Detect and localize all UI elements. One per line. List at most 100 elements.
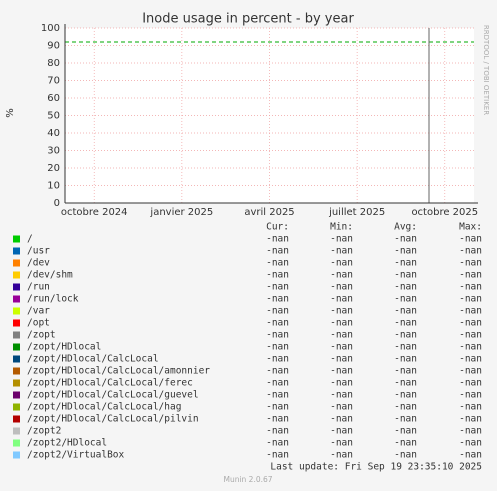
y-tick-label: 50 xyxy=(47,111,60,122)
legend-stat: -nan xyxy=(459,438,482,449)
legend-swatch xyxy=(13,415,20,423)
legend-stat: -nan xyxy=(330,390,353,401)
last-update: Last update: Fri Sep 19 23:35:10 2025 xyxy=(270,462,482,473)
legend-swatch xyxy=(13,319,20,327)
legend-stat: -nan xyxy=(266,354,289,365)
legend-stat: -nan xyxy=(459,450,482,461)
legend-label: /zopt/HDlocal/CalcLocal/amonnier xyxy=(27,366,210,377)
column-header: Min: xyxy=(330,222,353,233)
legend-stat: -nan xyxy=(394,306,417,317)
legend-stat: -nan xyxy=(266,414,289,425)
legend-label: /zopt/HDlocal/CalcLocal/ferec xyxy=(27,378,193,389)
legend-stat: -nan xyxy=(266,390,289,401)
legend-label: / xyxy=(27,234,33,245)
y-tick-label: 10 xyxy=(47,181,60,192)
legend-stat: -nan xyxy=(266,294,289,305)
legend-stat: -nan xyxy=(459,306,482,317)
legend-swatch xyxy=(13,343,20,351)
legend-stat: -nan xyxy=(330,234,353,245)
legend-stat: -nan xyxy=(459,354,482,365)
legend-swatch xyxy=(13,271,20,279)
legend-swatch xyxy=(13,235,20,243)
x-tick-label: avril 2025 xyxy=(244,207,294,218)
legend-label: /usr xyxy=(27,246,50,257)
legend-swatch xyxy=(13,427,20,435)
legend-stat: -nan xyxy=(330,294,353,305)
legend-stat: -nan xyxy=(266,438,289,449)
column-header: Cur: xyxy=(266,222,289,233)
legend-stat: -nan xyxy=(266,282,289,293)
legend-stat: -nan xyxy=(394,330,417,341)
legend-stat: -nan xyxy=(394,282,417,293)
legend-stat: -nan xyxy=(330,414,353,425)
y-axis-label: % xyxy=(5,108,16,118)
legend-stat: -nan xyxy=(266,306,289,317)
chart-title: Inode usage in percent - by year xyxy=(142,12,354,27)
legend-stat: -nan xyxy=(330,258,353,269)
legend-stat: -nan xyxy=(330,318,353,329)
legend-stat: -nan xyxy=(459,318,482,329)
legend-label: /var xyxy=(27,306,50,317)
legend-swatch xyxy=(13,283,20,291)
legend-stat: -nan xyxy=(266,234,289,245)
legend-label: /zopt2/VirtualBox xyxy=(27,450,125,461)
legend-label: /zopt2/HDlocal xyxy=(27,438,107,449)
legend-swatch xyxy=(13,451,20,459)
legend-stat: -nan xyxy=(394,450,417,461)
legend-label: /run/lock xyxy=(27,294,79,305)
legend-label: /dev xyxy=(27,258,50,269)
legend-stat: -nan xyxy=(330,354,353,365)
legend-label: /zopt2 xyxy=(27,426,61,437)
legend-stat: -nan xyxy=(394,402,417,413)
legend-stat: -nan xyxy=(459,390,482,401)
legend-label: /zopt/HDlocal/CalcLocal xyxy=(27,354,159,365)
y-tick-label: 70 xyxy=(47,76,60,87)
legend-label: /zopt/HDlocal/CalcLocal/hag xyxy=(27,402,181,413)
legend-stat: -nan xyxy=(394,390,417,401)
legend-stat: -nan xyxy=(266,450,289,461)
legend-stat: -nan xyxy=(459,282,482,293)
legend-stat: -nan xyxy=(394,318,417,329)
legend-swatch xyxy=(13,295,20,303)
legend-stat: -nan xyxy=(330,426,353,437)
legend-stat: -nan xyxy=(459,426,482,437)
legend-stat: -nan xyxy=(459,414,482,425)
legend-stat: -nan xyxy=(459,234,482,245)
legend-swatch xyxy=(13,403,20,411)
legend-stat: -nan xyxy=(330,450,353,461)
legend-swatch xyxy=(13,247,20,255)
y-tick-label: 40 xyxy=(47,128,60,139)
legend-swatch xyxy=(13,355,20,363)
x-tick-label: octobre 2024 xyxy=(61,207,128,218)
legend-stat: -nan xyxy=(459,258,482,269)
legend-stat: -nan xyxy=(394,414,417,425)
legend-stat: -nan xyxy=(459,270,482,281)
legend-swatch xyxy=(13,391,20,399)
y-tick-label: 60 xyxy=(47,93,60,104)
legend-stat: -nan xyxy=(330,378,353,389)
legend-stat: -nan xyxy=(394,378,417,389)
legend-stat: -nan xyxy=(266,258,289,269)
legend-swatch xyxy=(13,259,20,267)
legend-stat: -nan xyxy=(330,342,353,353)
legend-stat: -nan xyxy=(394,234,417,245)
x-tick-label: juillet 2025 xyxy=(328,207,385,218)
legend-label: /dev/shm xyxy=(27,270,73,281)
legend-stat: -nan xyxy=(394,366,417,377)
legend-swatch xyxy=(13,307,20,315)
legend-stat: -nan xyxy=(330,270,353,281)
legend-stat: -nan xyxy=(330,438,353,449)
x-tick-label: octobre 2025 xyxy=(411,207,478,218)
legend-swatch xyxy=(13,331,20,339)
y-tick-label: 0 xyxy=(54,198,60,209)
legend-stat: -nan xyxy=(266,270,289,281)
legend-stat: -nan xyxy=(459,402,482,413)
legend-stat: -nan xyxy=(459,366,482,377)
legend-stat: -nan xyxy=(330,366,353,377)
legend-stat: -nan xyxy=(266,342,289,353)
legend-stat: -nan xyxy=(459,246,482,257)
x-tick-label: janvier 2025 xyxy=(149,207,213,218)
legend-stat: -nan xyxy=(330,282,353,293)
legend-stat: -nan xyxy=(266,366,289,377)
